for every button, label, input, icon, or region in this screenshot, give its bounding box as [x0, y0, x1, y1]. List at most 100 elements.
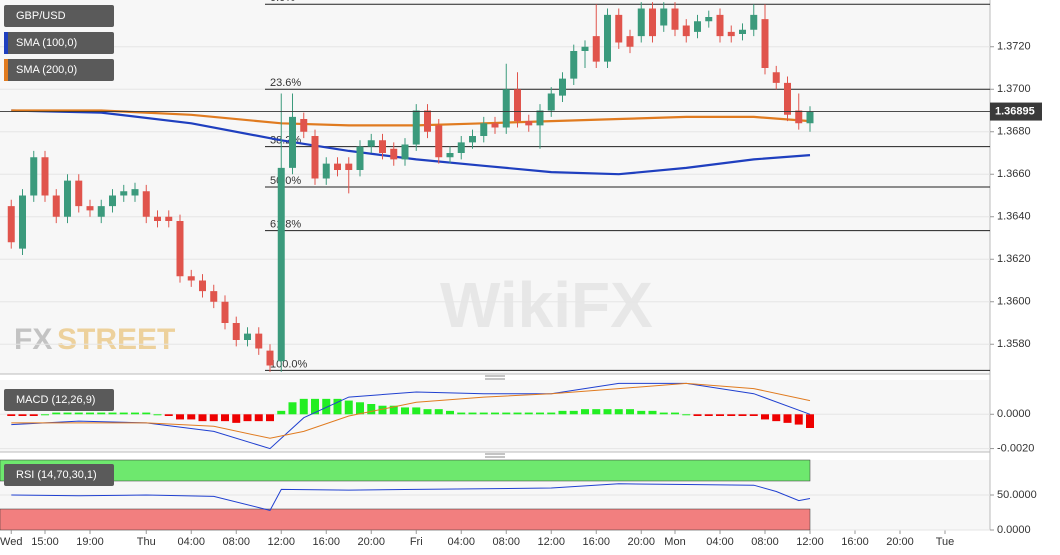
candle-body: [806, 111, 814, 124]
histogram-bar: [479, 412, 488, 415]
candle-body: [491, 123, 499, 128]
plot: Wed 15:00 19:00 Thu 04:00 08:00 12:00 16:00 20:0…: [0, 0, 1042, 548]
histogram-bar: [659, 412, 668, 415]
candle-body: [176, 221, 184, 277]
candle-body: [480, 123, 488, 136]
candle-body: [671, 8, 679, 30]
histogram-bar: [412, 407, 421, 415]
histogram-bar: [18, 414, 27, 416]
candle-body: [750, 14, 758, 30]
candle-body: [581, 46, 589, 51]
macd-line: [11, 382, 811, 439]
candle-body: [165, 216, 173, 221]
x-tick-label: 08:00: [751, 536, 779, 548]
candle-body: [660, 8, 668, 26]
candle-body: [187, 276, 195, 281]
legend-box: [4, 389, 114, 411]
candle-body: [367, 140, 375, 147]
candle-body: [154, 216, 161, 221]
histogram-bar: [794, 414, 803, 425]
histogram-bar: [266, 414, 274, 422]
histogram-bar: [558, 410, 567, 415]
candle-body: [131, 189, 139, 196]
candle-body: [255, 333, 263, 349]
x-tick-label: 16:00: [582, 536, 610, 548]
histogram-bar: [637, 410, 646, 415]
histogram-bar: [806, 414, 814, 428]
macd-line: [11, 382, 811, 450]
candle-body: [300, 119, 308, 132]
candle-body: [41, 157, 49, 196]
histogram-bar: [311, 398, 319, 415]
histogram-bar: [187, 414, 196, 420]
candle-body: [390, 148, 398, 160]
x-tick-label: 04:00: [447, 536, 475, 548]
histogram-bar: [74, 412, 83, 415]
histogram-bar: [648, 410, 657, 415]
histogram-bar: [704, 414, 713, 416]
histogram-bar: [626, 409, 634, 415]
histogram-bar: [164, 414, 173, 416]
candle-body: [536, 110, 544, 126]
candle-body: [221, 301, 229, 323]
watermark-fx: FX: [14, 323, 52, 356]
legend-swatch: [4, 59, 8, 81]
legend-label: RSI (14,70,30,1): [16, 469, 97, 481]
candle-body: [64, 180, 71, 217]
candle-body: [244, 333, 251, 340]
candle-body: [570, 51, 578, 79]
candle-body: [120, 191, 128, 196]
y-tick-label: 1.3580: [997, 338, 1031, 350]
splitter[interactable]: [485, 453, 505, 458]
candle-body: [199, 280, 206, 292]
histogram-bar: [254, 414, 263, 422]
candle-body: [592, 36, 600, 62]
histogram-bar: [277, 410, 286, 415]
histogram-bar: [682, 414, 691, 416]
histogram-bar: [434, 409, 443, 415]
histogram-bar: [446, 410, 454, 415]
histogram-bar: [457, 412, 466, 415]
histogram-bar: [243, 414, 252, 422]
y-tick-label: 1.3620: [997, 253, 1031, 265]
candle-body: [739, 29, 746, 34]
watermark-wikifx: WikiFX: [440, 269, 653, 341]
x-tick-label: 20:00: [886, 536, 914, 548]
legend-box: [4, 59, 114, 81]
histogram-bar: [423, 409, 432, 415]
y-tick-label: -0.0020: [997, 442, 1034, 454]
histogram-bar: [153, 414, 162, 416]
histogram-bar: [603, 409, 612, 415]
candle-body: [716, 14, 724, 37]
splitter[interactable]: [485, 375, 505, 380]
fib-label: 0.0%: [270, 0, 295, 4]
legend-label: MACD (12,26,9): [16, 394, 95, 406]
histogram-bar: [131, 412, 139, 415]
y-tick-label: 1.3640: [997, 211, 1031, 223]
histogram-bar: [176, 414, 184, 420]
histogram-bar: [356, 402, 364, 415]
x-tick-label: 19:00: [76, 536, 104, 548]
candle-body: [547, 93, 555, 111]
candle-body: [694, 21, 701, 32]
histogram-bar: [288, 402, 297, 415]
candle-body: [772, 72, 780, 83]
legend-label: SMA (200,0): [16, 64, 77, 76]
y-tick-label: 0.0000: [997, 408, 1031, 420]
fib-label: 61.8%: [270, 218, 301, 230]
candle-body: [232, 323, 240, 340]
legend-box: [4, 32, 114, 54]
candle-body: [109, 195, 116, 207]
candle-body: [142, 191, 150, 217]
histogram-bar: [378, 405, 387, 415]
histogram-bar: [209, 414, 218, 422]
histogram-bar: [63, 412, 72, 415]
candle-body: [322, 163, 330, 179]
candle-body: [649, 8, 656, 37]
candle-body: [435, 125, 443, 158]
candle-body: [761, 19, 769, 68]
candle-body: [424, 110, 431, 132]
x-tick-label: 12:00: [267, 536, 295, 548]
histogram-bar: [592, 409, 601, 415]
legend-box: [4, 464, 114, 486]
